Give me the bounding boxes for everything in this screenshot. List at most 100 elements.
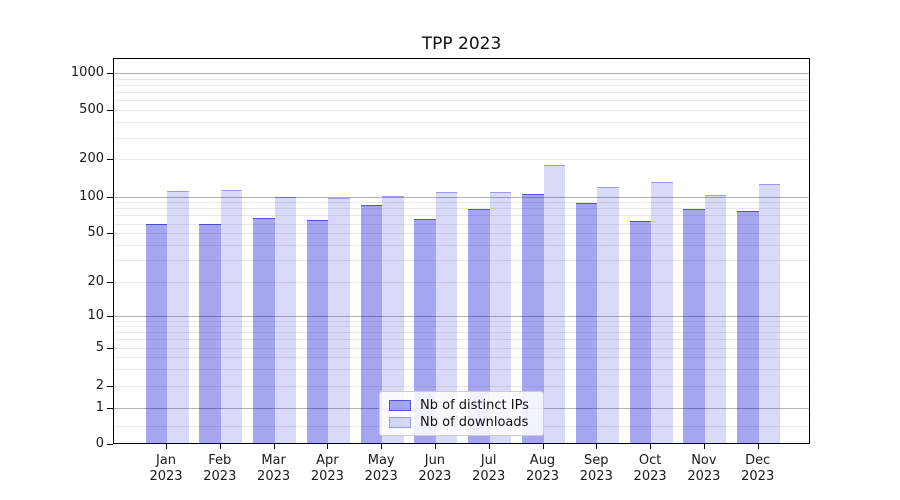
gridline-minor-3	[114, 369, 809, 371]
y-tick-10	[107, 315, 113, 317]
gridline-minor-8	[114, 326, 809, 327]
gridline-minor-4	[114, 357, 809, 358]
y-tick-label-100: 100	[79, 188, 104, 204]
y-tick-50	[107, 233, 113, 234]
gridline-minor-5	[114, 347, 809, 349]
x-tick-label-apr: Apr 2023	[310, 453, 344, 484]
gridline-minor-30	[114, 260, 809, 261]
x-tick-jul	[488, 444, 490, 449]
bar-ips-dec	[737, 210, 759, 444]
y-tick-label-0: 0	[95, 436, 104, 451]
y-tick-label-1000: 1000	[70, 64, 104, 80]
gridline-minor-70	[114, 215, 809, 217]
y-tick-1000	[107, 72, 113, 74]
y-tick-label-2: 2	[95, 378, 104, 393]
gridline-minor-800	[114, 84, 809, 86]
bar-ips-may	[360, 205, 383, 444]
gridline-minor-500	[114, 110, 809, 111]
gridline-minor-600	[114, 100, 809, 102]
bar-ips-jul	[468, 208, 490, 444]
chart-title: TPP 2023	[421, 34, 502, 54]
legend: Nb of distinct IPs Nb of downloads	[379, 391, 544, 436]
x-tick-label-jun: Jun 2023	[418, 453, 452, 484]
gridline-minor-40	[114, 244, 809, 246]
x-tick-label-jan: Jan 2023	[149, 453, 183, 484]
gridline-minor-7	[114, 332, 809, 334]
gridline-minor-200	[114, 159, 809, 161]
gridline-minor-20	[114, 281, 809, 283]
x-tick-label-oct: Oct 2023	[633, 453, 667, 484]
gridline-minor-6	[114, 339, 809, 341]
x-tick-label-may: May 2023	[364, 453, 398, 484]
bar-downloads-aug	[543, 164, 565, 444]
bar-ips-nov	[683, 209, 705, 444]
gridline-major-100	[114, 196, 809, 198]
bar-downloads-dec	[758, 184, 781, 444]
bar-ips-feb	[199, 223, 221, 444]
bar-downloads-apr	[328, 197, 350, 444]
y-tick-label-10: 10	[87, 307, 104, 323]
gridline-major-1000	[114, 72, 809, 74]
x-tick-nov	[703, 444, 705, 449]
gridline-minor-90	[114, 202, 809, 204]
bar-downloads-may	[382, 195, 404, 444]
x-tick-jan	[166, 444, 167, 449]
x-tick-label-mar: Mar 2023	[257, 453, 291, 484]
y-tick-label-50: 50	[87, 225, 104, 240]
bar-downloads-sep	[597, 187, 619, 444]
gridline-minor-60	[114, 223, 809, 225]
gridline-minor-400	[114, 122, 809, 123]
bar-downloads-mar	[274, 197, 297, 444]
gridline-minor-2	[114, 386, 809, 387]
y-tick-label-1: 1	[95, 399, 104, 415]
y-tick-500	[107, 110, 113, 111]
x-tick-label-jul: Jul 2023	[472, 453, 506, 484]
x-tick-dec	[757, 444, 759, 449]
bar-downloads-jun	[435, 192, 458, 444]
bar-ips-sep	[575, 202, 598, 444]
gridline-minor-700	[114, 91, 809, 93]
bar-downloads-jul	[489, 191, 512, 444]
x-tick-label-nov: Nov 2023	[687, 453, 721, 484]
x-tick-label-dec: Dec 2023	[741, 453, 775, 484]
bar-ips-jan	[145, 223, 167, 444]
x-tick-aug	[542, 444, 544, 449]
y-tick-100	[107, 196, 113, 198]
y-tick-200	[107, 159, 113, 161]
y-tick-label-200: 200	[79, 151, 104, 167]
y-tick-20	[107, 281, 113, 283]
x-tick-may	[381, 444, 383, 449]
bar-ips-mar	[253, 217, 275, 444]
gridline-minor-9	[114, 320, 809, 322]
legend-label-distinct-ips: Nb of distinct IPs	[420, 398, 529, 413]
y-tick-2	[107, 386, 113, 387]
x-tick-jun	[434, 444, 436, 449]
x-tick-mar	[273, 444, 275, 449]
x-tick-sep	[596, 444, 598, 449]
bar-downloads-oct	[651, 182, 673, 444]
bar-downloads-nov	[704, 194, 727, 444]
bar-ips-oct	[629, 221, 652, 444]
y-tick-1	[107, 407, 113, 409]
legend-label-downloads: Nb of downloads	[420, 415, 529, 430]
x-tick-apr	[327, 444, 329, 449]
x-tick-label-sep: Sep 2023	[579, 453, 613, 484]
legend-swatch-ips-icon	[389, 400, 411, 411]
legend-item-distinct-ips: Nb of distinct IPs	[389, 397, 534, 414]
x-tick-label-aug: Aug 2023	[525, 453, 560, 484]
x-tick-label-feb: Feb 2023	[203, 453, 237, 484]
bar-ips-jun	[414, 218, 436, 444]
legend-item-downloads: Nb of downloads	[389, 414, 534, 431]
bar-downloads-feb	[220, 190, 243, 444]
gridline-minor-50	[114, 233, 809, 234]
y-tick-label-500: 500	[79, 102, 104, 117]
gridline-minor-900	[114, 78, 809, 80]
y-tick-0	[107, 444, 113, 445]
bar-ips-aug	[522, 193, 544, 444]
x-tick-feb	[219, 444, 221, 449]
gridline-minor-300	[114, 137, 809, 139]
bar-ips-apr	[306, 220, 329, 444]
gridline-major-10	[114, 315, 809, 317]
legend-swatch-downloads-icon	[389, 417, 411, 428]
